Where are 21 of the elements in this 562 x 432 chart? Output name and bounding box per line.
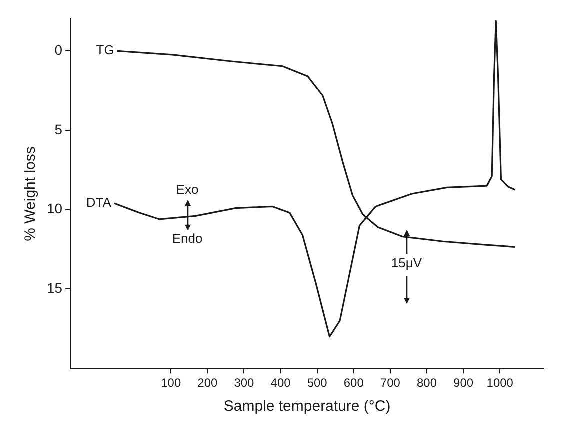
- y-tick-label: 0: [54, 42, 63, 58]
- y-tick-label: 15: [46, 280, 63, 296]
- x-tick-label: 700: [380, 376, 401, 390]
- x-tick-label: 600: [344, 376, 364, 390]
- x-tick-label: 400: [270, 376, 292, 390]
- x-tick-label: 500: [307, 376, 328, 390]
- x-tick-label: 100: [161, 376, 182, 390]
- x-axis-title: Sample temperature (°C): [224, 398, 391, 416]
- annotation: Endo: [172, 230, 203, 246]
- x-tick-label: 1000: [486, 376, 514, 390]
- x-tick-label: 800: [417, 376, 438, 390]
- y-tick-label: 10: [46, 200, 63, 217]
- annotation: 15μV: [391, 255, 422, 270]
- x-tick-label: 200: [198, 376, 218, 390]
- series-label: TG: [96, 42, 114, 58]
- x-tick-label: 300: [234, 376, 255, 390]
- x-tick-label: 900: [454, 376, 474, 390]
- y-axis-title: % Weight loss: [22, 146, 40, 242]
- series-label: DTA: [86, 195, 112, 210]
- annotation: Exo: [176, 182, 199, 198]
- y-tick-label: 5: [54, 121, 63, 138]
